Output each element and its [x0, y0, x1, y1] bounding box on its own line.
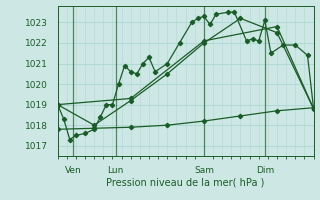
X-axis label: Pression niveau de la mer( hPa ): Pression niveau de la mer( hPa )	[107, 178, 265, 188]
